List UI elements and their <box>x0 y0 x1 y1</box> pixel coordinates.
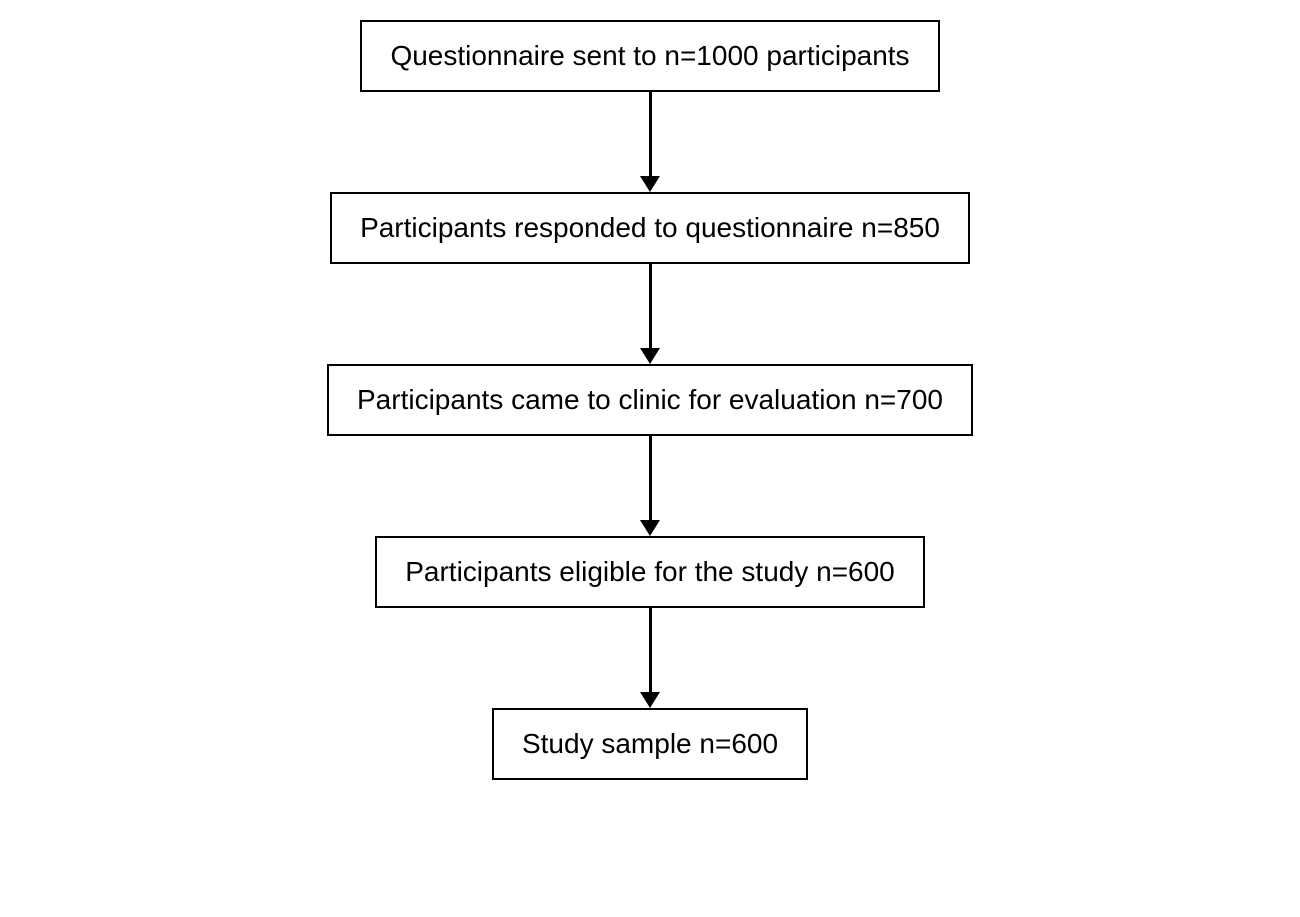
flowchart-node: Participants responded to questionnaire … <box>330 192 970 264</box>
arrow-line <box>649 436 652 520</box>
node-label: Participants eligible for the study n=60… <box>405 556 895 587</box>
node-label: Questionnaire sent to n=1000 participant… <box>390 40 909 71</box>
arrow-head-icon <box>640 348 660 364</box>
arrow-head-icon <box>640 176 660 192</box>
flowchart-node: Participants eligible for the study n=60… <box>375 536 925 608</box>
arrow-head-icon <box>640 520 660 536</box>
flowchart-arrow <box>640 436 660 536</box>
flowchart-arrow <box>640 608 660 708</box>
arrow-line <box>649 92 652 176</box>
arrow-line <box>649 608 652 692</box>
node-label: Study sample n=600 <box>522 728 778 759</box>
flowchart-arrow <box>640 264 660 364</box>
node-label: Participants responded to questionnaire … <box>360 212 940 243</box>
arrow-line <box>649 264 652 348</box>
arrow-head-icon <box>640 692 660 708</box>
node-label: Participants came to clinic for evaluati… <box>357 384 943 415</box>
flowchart-node: Questionnaire sent to n=1000 participant… <box>360 20 939 92</box>
flowchart-container: Questionnaire sent to n=1000 participant… <box>327 20 973 780</box>
flowchart-node: Participants came to clinic for evaluati… <box>327 364 973 436</box>
flowchart-arrow <box>640 92 660 192</box>
flowchart-node: Study sample n=600 <box>492 708 808 780</box>
